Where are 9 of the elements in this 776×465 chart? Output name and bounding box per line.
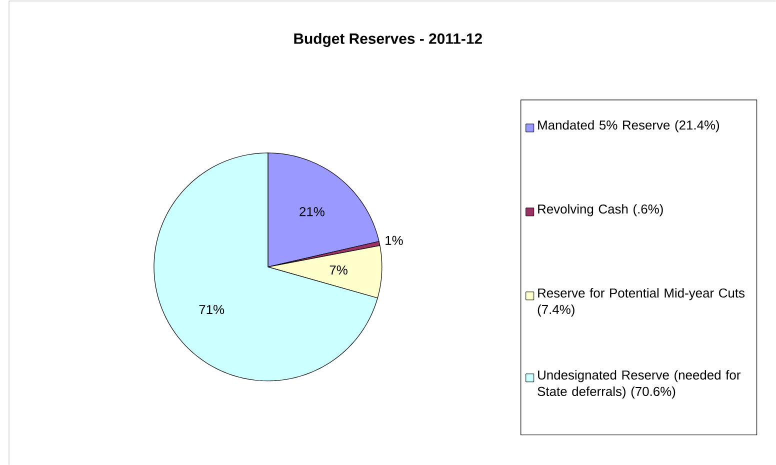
data-label: 1% bbox=[386, 236, 403, 245]
chart-title: Budget Reserves - 2011-12 bbox=[294, 32, 482, 47]
legend-label: Undesignated Reserve (needed for State deferrals) (70.6%) bbox=[538, 370, 740, 399]
data-label: 21% bbox=[300, 207, 324, 216]
data-label: 71% bbox=[199, 304, 224, 314]
data-label: 7% bbox=[330, 265, 348, 275]
legend-label: Reserve for Potential Mid-year Cuts (7.4%) bbox=[538, 288, 745, 317]
legend-label: Mandated 5% Reserve (21.4%) bbox=[538, 120, 720, 132]
legend-label: Revolving Cash (.6%) bbox=[538, 204, 663, 216]
